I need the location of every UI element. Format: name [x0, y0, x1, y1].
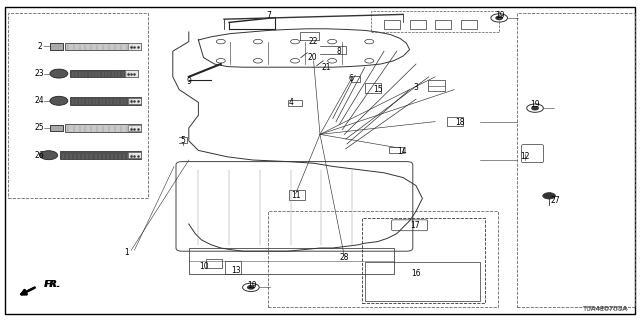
Text: 15: 15: [372, 85, 383, 94]
Text: 7: 7: [266, 12, 271, 20]
Text: FR.: FR.: [45, 280, 61, 289]
Bar: [128, 43, 141, 50]
Circle shape: [532, 107, 538, 110]
Text: 22: 22: [309, 37, 318, 46]
Text: 1: 1: [124, 248, 129, 257]
Text: T0A4E0701A: T0A4E0701A: [582, 306, 627, 312]
Bar: [50, 125, 63, 131]
Bar: [289, 190, 305, 200]
Bar: [351, 76, 360, 82]
Bar: [8, 13, 148, 198]
Text: 6: 6: [348, 74, 353, 83]
Bar: [365, 83, 381, 93]
Text: 2: 2: [37, 42, 42, 51]
Bar: [410, 20, 426, 29]
Text: 8: 8: [337, 47, 342, 56]
Bar: [70, 70, 138, 77]
Text: 17: 17: [410, 221, 420, 230]
Bar: [447, 117, 463, 126]
Text: 20: 20: [307, 53, 317, 62]
Bar: [517, 13, 635, 307]
Bar: [206, 259, 222, 268]
Text: 13: 13: [230, 266, 241, 275]
Bar: [65, 124, 141, 132]
Bar: [125, 70, 138, 77]
Bar: [268, 211, 498, 307]
Bar: [60, 151, 141, 159]
Circle shape: [40, 151, 58, 160]
Text: 5: 5: [180, 136, 185, 145]
Bar: [365, 262, 480, 301]
Text: 3: 3: [413, 84, 419, 92]
Bar: [50, 43, 63, 50]
Text: 19: 19: [530, 100, 540, 109]
Text: 12: 12: [520, 152, 529, 161]
Bar: [384, 20, 400, 29]
Text: 23: 23: [35, 69, 45, 78]
Text: 10: 10: [198, 262, 209, 271]
Text: 21: 21: [322, 63, 331, 72]
Bar: [189, 248, 394, 274]
Text: 9: 9: [186, 77, 191, 86]
Bar: [435, 20, 451, 29]
Text: 11: 11: [291, 191, 300, 200]
Text: 16: 16: [411, 269, 421, 278]
Bar: [461, 20, 477, 29]
Bar: [128, 125, 141, 131]
Bar: [128, 98, 141, 104]
Bar: [371, 11, 499, 32]
Bar: [428, 80, 445, 91]
Text: 27: 27: [550, 196, 561, 205]
Circle shape: [248, 286, 254, 289]
Bar: [288, 100, 302, 106]
Text: 19: 19: [247, 281, 257, 290]
Text: 26: 26: [35, 151, 45, 160]
Text: 14: 14: [397, 147, 407, 156]
Bar: [65, 43, 141, 50]
Circle shape: [496, 16, 502, 20]
Circle shape: [50, 96, 68, 105]
Text: 28: 28: [340, 253, 349, 262]
Text: 18: 18: [455, 118, 464, 127]
Text: 24: 24: [35, 96, 45, 105]
Circle shape: [50, 69, 68, 78]
Text: 4: 4: [289, 98, 294, 107]
Bar: [70, 97, 141, 105]
Text: T0A4E0701A: T0A4E0701A: [589, 306, 629, 311]
Bar: [389, 147, 403, 153]
Text: FR.: FR.: [44, 280, 60, 289]
Bar: [225, 261, 241, 274]
Circle shape: [543, 193, 556, 199]
Text: 25: 25: [35, 124, 45, 132]
Text: 19: 19: [495, 12, 506, 20]
Bar: [128, 152, 141, 158]
